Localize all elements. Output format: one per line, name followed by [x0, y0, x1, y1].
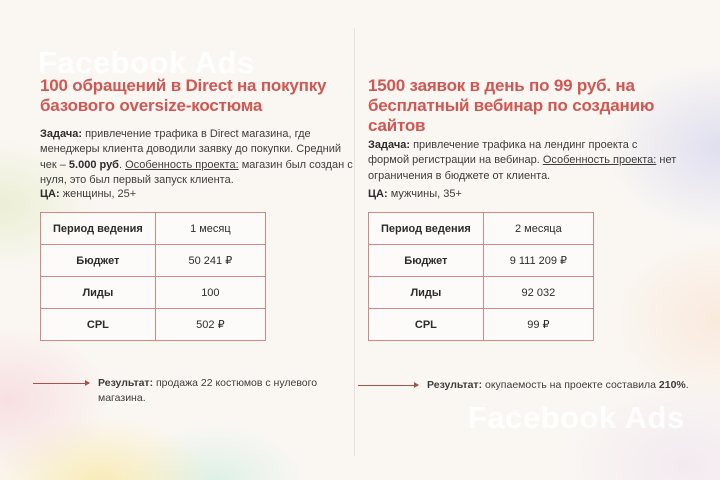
left-case-result: Результат: продажа 22 костюмов с нулевог… [33, 376, 343, 406]
result-text: Результат: продажа 22 костюмов с нулевог… [98, 376, 333, 406]
right-case-table: Период ведения 2 месяца Бюджет 9 111 209… [368, 212, 595, 341]
table-row-value: 2 месяца [482, 212, 595, 245]
table-row-label: Период ведения [40, 212, 156, 245]
column-divider [354, 28, 355, 456]
facebook-ads-watermark-top: Facebook Ads [38, 45, 255, 80]
table-row: Бюджет 50 241 ₽ [40, 244, 267, 277]
result-roi: 210% [658, 379, 686, 391]
result-value: окупаемость на проекте составила [482, 379, 659, 391]
task-text: нет ограничения в бюджете от клиента. [368, 154, 677, 182]
result-label: Результат: [98, 377, 154, 389]
table-row: CPL 99 ₽ [368, 308, 595, 341]
task-text: магазин был создан с нуля, это был первы… [40, 158, 353, 187]
table-row: Бюджет 9 111 209 ₽ [368, 244, 595, 277]
task-text: привлечение трафика на лендинг проекта с… [368, 139, 638, 167]
result-arrow-icon [33, 380, 90, 386]
left-case-task: Задача: привлечение трафика в Direct маг… [40, 127, 356, 189]
table-row-label: Бюджет [368, 244, 484, 277]
table-row-label: Период ведения [368, 212, 484, 245]
table-row-value: 50 241 ₽ [154, 244, 267, 277]
result-value: . [685, 379, 689, 391]
audience-label: ЦА: [368, 188, 388, 200]
left-case-audience: ЦА: женщины, 25+ [40, 188, 136, 200]
table-row: CPL 502 ₽ [40, 308, 267, 341]
task-label: Задача: [368, 139, 411, 151]
task-text: . [118, 158, 126, 171]
table-row-label: Лиды [368, 276, 484, 309]
table-row: Лиды 100 [40, 276, 267, 309]
result-arrow-icon [358, 382, 419, 388]
right-case-task: Задача: привлечение трафика на лендинг п… [368, 138, 678, 184]
result-value: продажа 22 костюмов с нулевого магазина. [98, 377, 318, 405]
left-case-title: 100 обращений в Direct на покупку базово… [40, 76, 327, 116]
table-row: Период ведения 1 месяц [40, 212, 267, 245]
right-case-audience: ЦА: мужчины, 35+ [368, 188, 462, 200]
table-row-label: Бюджет [40, 244, 156, 277]
right-case-result: Результат: окупаемость на проекте состав… [358, 378, 708, 393]
table-row: Лиды 92 032 [368, 276, 595, 309]
table-row-value: 100 [154, 276, 267, 309]
right-case-title: 1500 заявок в день по 99 руб. на бесплат… [368, 76, 655, 136]
facebook-ads-watermark-bottom: Facebook Ads [468, 400, 685, 435]
audience-label: ЦА: [40, 188, 60, 200]
audience-value: женщины, 25+ [59, 188, 137, 200]
task-label: Задача: [40, 128, 83, 140]
task-text: привлечение трафика в Direct магазина, г… [40, 128, 342, 171]
audience-value: мужчины, 35+ [387, 188, 462, 200]
table-row-value: 9 111 209 ₽ [482, 244, 595, 277]
left-case-table: Период ведения 1 месяц Бюджет 50 241 ₽ Л… [40, 212, 267, 341]
table-row-label: CPL [40, 308, 156, 341]
task-avg-check: 5.000 руб [68, 158, 119, 171]
result-text: Результат: окупаемость на проекте состав… [427, 378, 708, 393]
project-feature-label: Особенность проекта: [125, 158, 239, 171]
table-row-value: 1 месяц [154, 212, 267, 245]
project-feature-label: Особенность проекта: [542, 154, 657, 167]
table-row: Период ведения 2 месяца [368, 212, 595, 245]
table-row-value: 92 032 [482, 276, 595, 309]
table-row-label: Лиды [40, 276, 156, 309]
table-row-value: 99 ₽ [482, 308, 595, 341]
table-row-value: 502 ₽ [154, 308, 267, 341]
result-label: Результат: [427, 379, 483, 391]
table-row-label: CPL [368, 308, 484, 341]
